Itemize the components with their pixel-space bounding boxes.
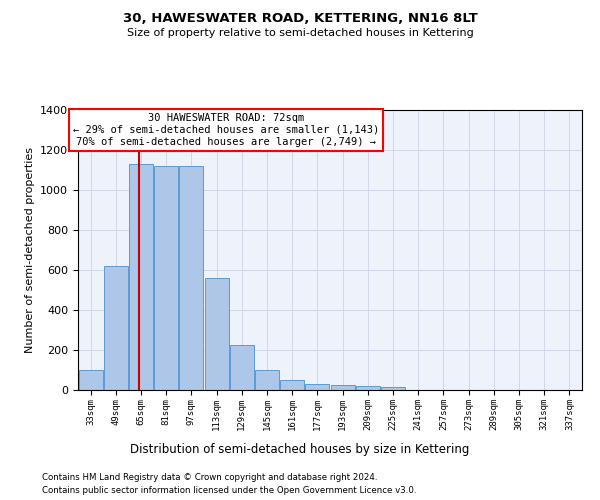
Y-axis label: Number of semi-detached properties: Number of semi-detached properties bbox=[25, 147, 35, 353]
Bar bbox=[356, 386, 380, 390]
Text: Contains HM Land Registry data © Crown copyright and database right 2024.: Contains HM Land Registry data © Crown c… bbox=[42, 472, 377, 482]
Bar bbox=[381, 387, 405, 390]
Bar bbox=[305, 384, 329, 390]
Text: 30, HAWESWATER ROAD, KETTERING, NN16 8LT: 30, HAWESWATER ROAD, KETTERING, NN16 8LT bbox=[122, 12, 478, 26]
Bar bbox=[230, 345, 254, 390]
Bar bbox=[154, 166, 178, 390]
Text: Size of property relative to semi-detached houses in Kettering: Size of property relative to semi-detach… bbox=[127, 28, 473, 38]
Text: 30 HAWESWATER ROAD: 72sqm
← 29% of semi-detached houses are smaller (1,143)
70% : 30 HAWESWATER ROAD: 72sqm ← 29% of semi-… bbox=[73, 114, 379, 146]
Text: Contains public sector information licensed under the Open Government Licence v3: Contains public sector information licen… bbox=[42, 486, 416, 495]
Text: Distribution of semi-detached houses by size in Kettering: Distribution of semi-detached houses by … bbox=[130, 442, 470, 456]
Bar bbox=[255, 370, 279, 390]
Bar bbox=[280, 380, 304, 390]
Bar bbox=[179, 166, 203, 390]
Bar bbox=[104, 266, 128, 390]
Bar bbox=[205, 278, 229, 390]
Bar bbox=[129, 164, 153, 390]
Bar bbox=[79, 370, 103, 390]
Bar bbox=[331, 385, 355, 390]
